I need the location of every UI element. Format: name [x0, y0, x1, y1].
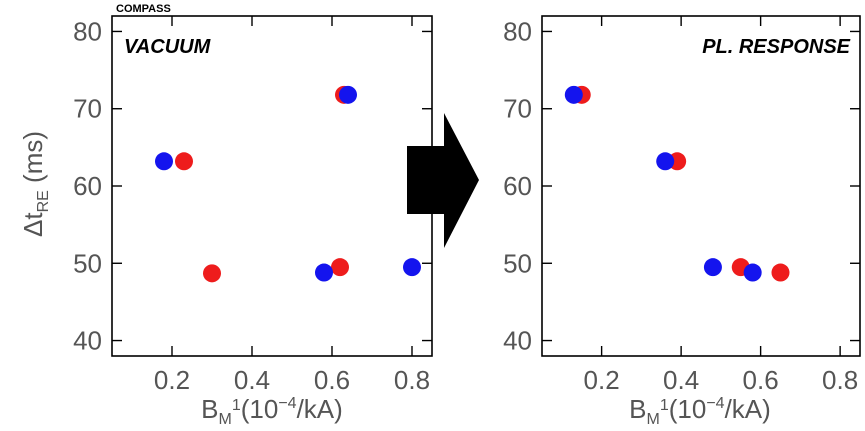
- y-tick-label: 60: [503, 171, 532, 201]
- blue-data-point: [656, 152, 675, 171]
- x-tick-label: 0.2: [154, 365, 190, 395]
- plot-frame: [111, 15, 433, 357]
- y-axis-label-main: Δt: [18, 212, 48, 237]
- x-label-left-tail: /kA): [297, 394, 343, 424]
- red-data-point: [331, 258, 349, 277]
- panel-title: PL. RESPONSE: [702, 36, 850, 58]
- y-axis-label: ΔtRE (ms): [18, 131, 52, 237]
- x-axis-label-left: BM1(10−4/kA): [201, 394, 343, 428]
- red-data-point: [175, 152, 193, 171]
- y-tick-label: 80: [73, 16, 102, 46]
- x-label-left-unit: (10: [241, 394, 279, 424]
- x-label-right-exp: −4: [706, 395, 724, 412]
- y-axis-label-unit: (ms): [18, 131, 48, 190]
- x-tick-label: 0.4: [663, 365, 699, 395]
- x-tick-label: 0.8: [394, 365, 430, 395]
- red-data-point: [203, 264, 221, 283]
- y-tick-label: 40: [503, 326, 532, 356]
- panel-vacuum: 0.2 0.4 0.6 0.8 40 50 60 70 80 VACUUM: [73, 15, 433, 395]
- x-label-right-main: B: [629, 394, 646, 424]
- y-tick-label: 60: [73, 171, 102, 201]
- x-label-left-sub: M: [219, 411, 232, 428]
- x-tick-label: 0.6: [314, 365, 350, 395]
- x-tick-label: 0.8: [822, 365, 858, 395]
- transition-arrow-icon: [407, 113, 479, 248]
- blue-data-point: [155, 152, 173, 171]
- x-label-right-sub: M: [647, 411, 660, 428]
- panel-title: VACUUM: [124, 36, 212, 58]
- y-tick-label: 50: [73, 248, 102, 278]
- panel-plasma-response: 0.2 0.4 0.6 0.8 40 50 60 70 80 PL. RESPONSE: [503, 15, 861, 395]
- y-tick-label: 50: [503, 248, 532, 278]
- y-tick-label: 70: [503, 94, 532, 124]
- x-axis-label-right: BM1(10−4/kA): [629, 394, 771, 428]
- header-label: COMPASS: [116, 3, 171, 15]
- x-label-right-tail: /kA): [725, 394, 771, 424]
- blue-data-point: [339, 85, 357, 104]
- x-tick-label: 0.4: [234, 365, 270, 395]
- red-data-point: [771, 263, 790, 282]
- y-axis-label-sub: RE: [35, 190, 52, 212]
- x-tick-label: 0.2: [584, 365, 620, 395]
- x-tick-label: 0.6: [743, 365, 779, 395]
- x-label-right-unit: (10: [669, 394, 707, 424]
- y-tick-label: 70: [73, 94, 102, 124]
- blue-data-point: [564, 85, 583, 104]
- blue-data-point: [403, 258, 421, 277]
- x-label-left-main: B: [201, 394, 218, 424]
- y-tick-label: 80: [503, 16, 532, 46]
- blue-data-point: [703, 258, 722, 277]
- x-label-left-exp: −4: [278, 395, 296, 412]
- y-tick-label: 40: [73, 326, 102, 356]
- blue-data-point: [743, 263, 762, 282]
- blue-data-point: [315, 263, 333, 282]
- x-label-right-sup: 1: [660, 397, 669, 414]
- plot-frame: [541, 15, 861, 357]
- x-label-left-sup: 1: [232, 397, 241, 414]
